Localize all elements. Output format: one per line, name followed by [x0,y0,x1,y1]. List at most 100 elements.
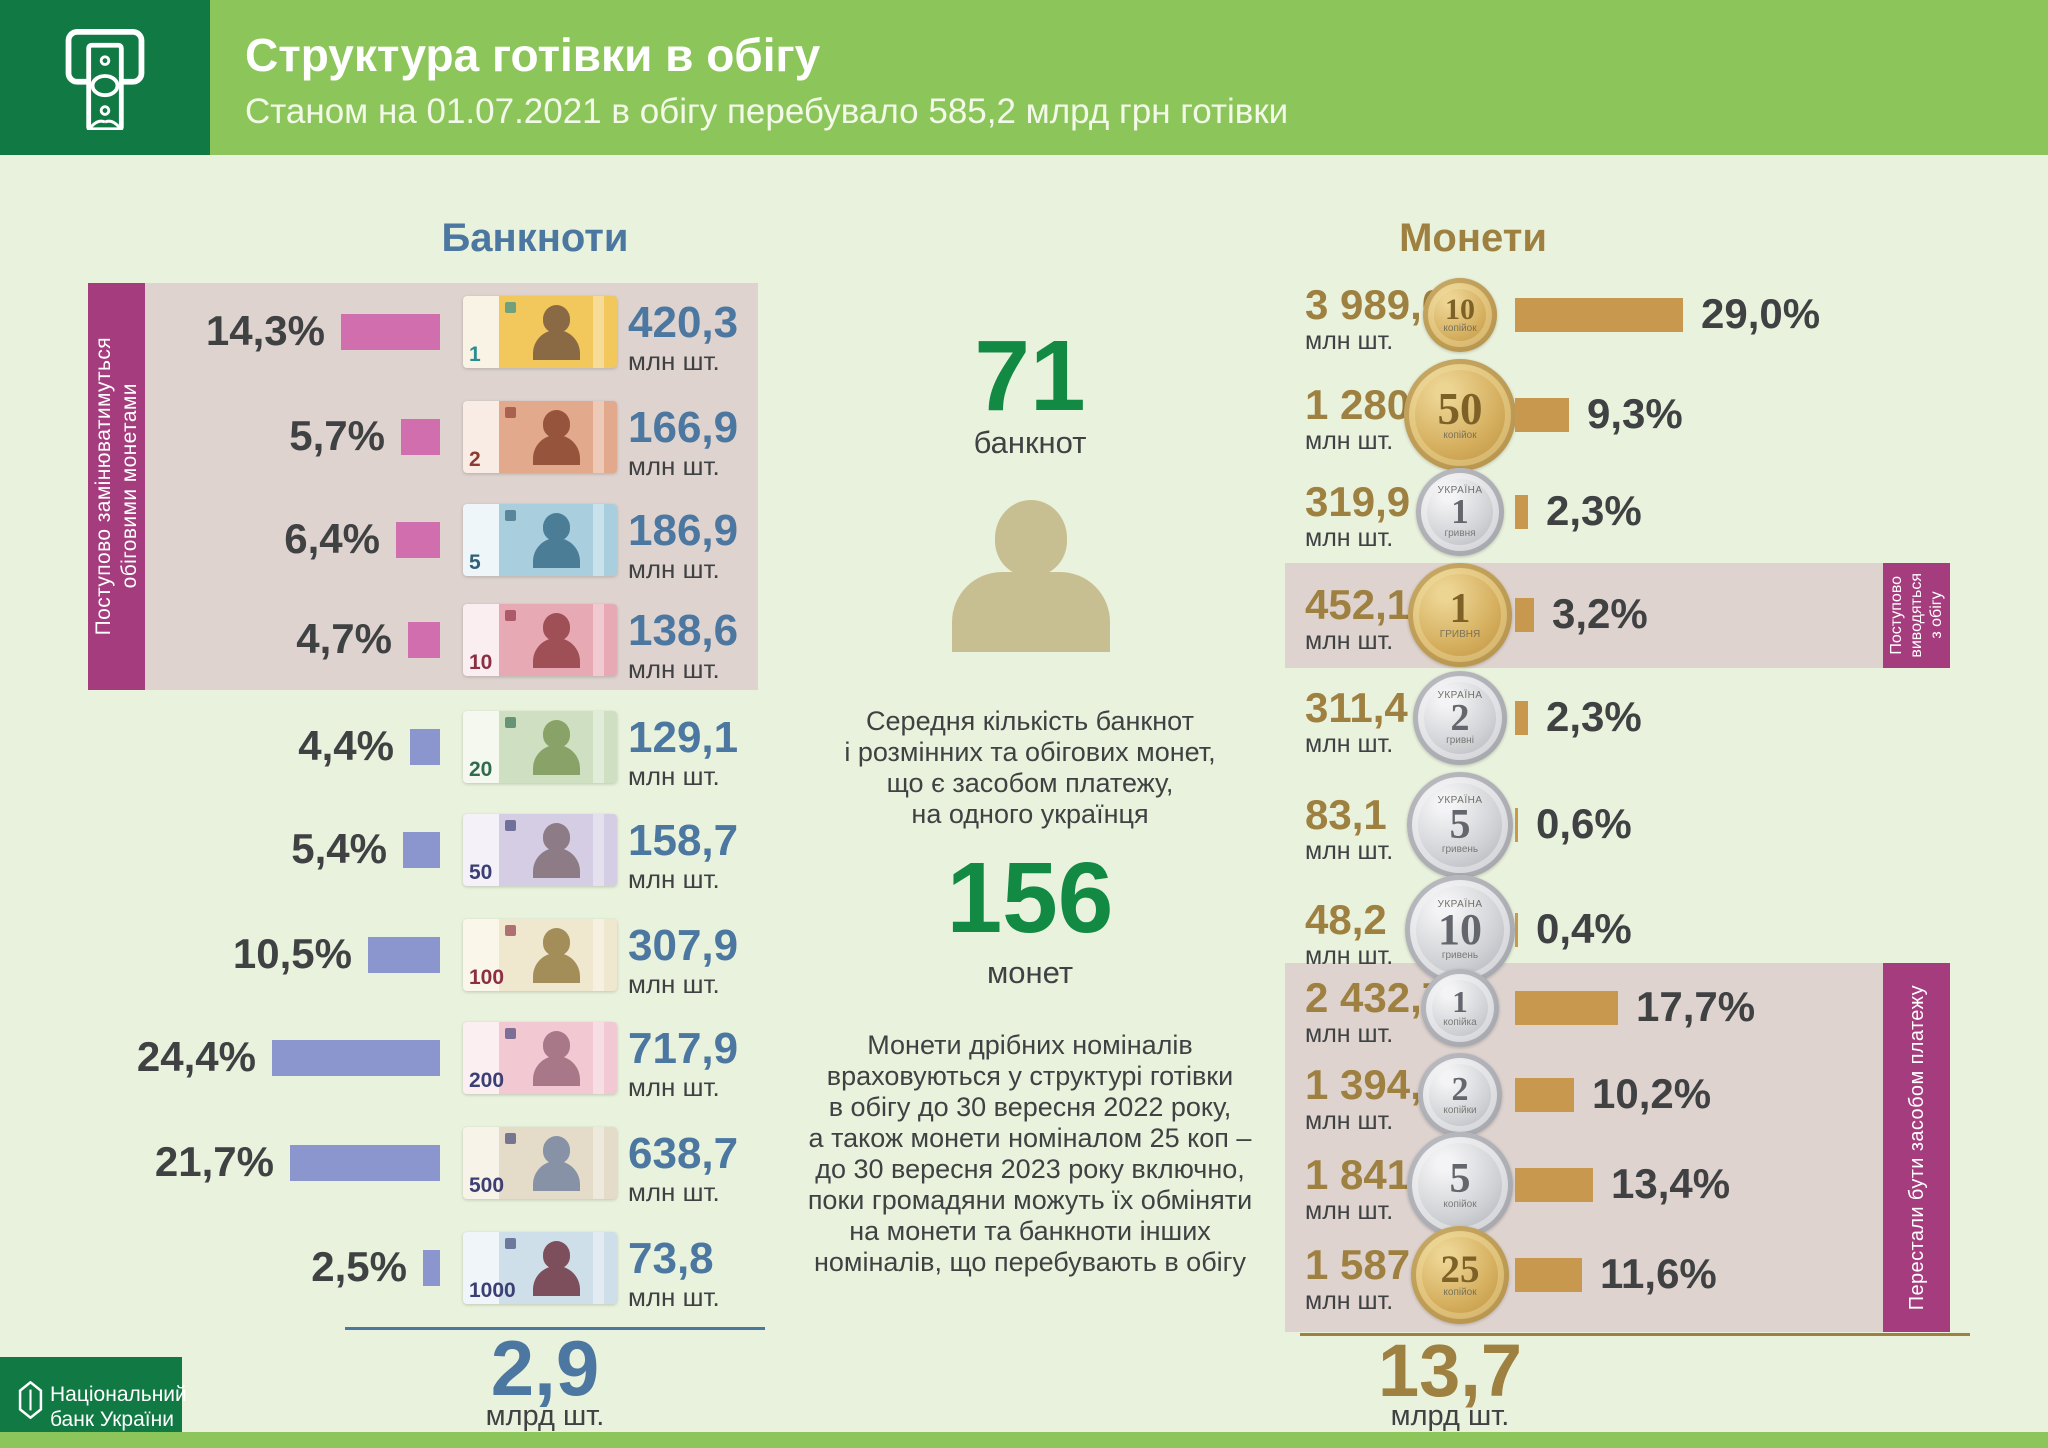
banknote-count-unit: млн шт. [628,451,720,481]
trident-emblem-icon [505,717,516,728]
banknote-share-bar [408,622,440,658]
banknotes-replace-tag: Поступово замінюватимуться обіговими моне… [88,283,145,690]
portrait-silhouette-head [543,928,570,956]
trident-emblem-icon [505,1133,516,1144]
coin-share-bar [1515,1168,1593,1202]
coin-denomination: 50 [1437,383,1483,434]
coins-nolegal-tag: Перестали бути засобом платежу [1883,963,1950,1332]
coin-share-bar [1515,991,1618,1025]
nbu-logo-icon [18,1381,43,1419]
banknote-percent-label: 6,4% [284,515,380,562]
footer-bank-name: Національний банк України [50,1383,187,1431]
coin-denomination: 10 [1438,904,1482,954]
coin-count-unit: млн шт. [1305,837,1394,865]
banknote-image-20: 20 [463,711,617,783]
banknote-denomination: 500 [469,1174,505,1197]
banknote-image-100: 100 [463,919,617,991]
banknote-image-5: 5 [463,504,617,576]
coin-share-bar [1515,398,1569,432]
banknote-side-band [593,604,604,676]
coin-denomination: 5 [1449,801,1471,848]
banknote-percent-label: 14,3% [205,307,325,354]
coin-unit-label: копійок [1443,1287,1477,1299]
coin-image-5-копійок: 5 копійок [1407,1132,1513,1238]
portrait-silhouette-head [543,1241,570,1269]
person-silhouette-body [952,572,1110,652]
coin-unit-label: гривні [1446,735,1474,747]
coin-count-unit: млн шт. [1305,427,1394,455]
trident-emblem-icon [505,1028,516,1039]
banknote-side-band [593,1232,604,1304]
coins-total-unit: млрд шт. [1390,1400,1510,1432]
coin-count-value: 311,4 [1305,684,1408,731]
coin-image-1-копійка: 1 копійка [1421,969,1499,1047]
banknote-image-10: 10 [463,604,617,676]
banknote-strip [463,1022,499,1094]
banknotes-replace-tag-text: Поступово замінюватимуться обіговими моне… [91,337,141,636]
banknote-count-value: 307,9 [628,921,739,970]
banknote-count-value: 129,1 [628,713,739,762]
coin-count-unit: млн шт. [1305,1107,1394,1135]
banknote-count-unit: млн шт. [628,969,720,999]
portrait-silhouette-torso [533,848,580,878]
banknote-share-bar [341,314,440,350]
coin-denomination: 2 [1451,1070,1469,1108]
coin-denomination: 10 [1445,292,1475,326]
coin-percent-label: 17,7% [1636,983,1756,1030]
coin-count-value: 48,2 [1305,896,1387,943]
coin-count-unit: млн шт. [1305,327,1394,355]
banknote-strip [463,814,499,886]
coin-share-bar [1515,1078,1574,1112]
banknote-share-bar [401,419,440,455]
coin-share-bar [1515,298,1683,332]
header-logo-square [0,0,210,155]
coin-percent-label: 2,3% [1546,693,1642,740]
coin-unit-label: копійок [1443,430,1477,442]
banknote-count-unit: млн шт. [628,554,720,584]
coins-nolegal-tag-text: Перестали бути засобом платежу [1905,984,1928,1311]
portrait-silhouette-head [543,1031,570,1059]
banknotes-total-value: 2,9 [490,1324,600,1412]
banknote-image-50: 50 [463,814,617,886]
coin-image-2-копійки: 2 копійки [1418,1053,1502,1137]
banknote-percent-label: 21,7% [154,1138,274,1185]
banknotes-section-title: Банкноти [441,216,629,260]
bottom-green-strip [0,1432,2048,1448]
banknote-strip [463,604,499,676]
coin-image-50-копійок: 50 копійок [1404,359,1516,471]
coin-unit-label: гривня [1444,528,1476,540]
coin-percent-label: 10,2% [1592,1070,1712,1117]
trident-emblem-icon [505,1238,516,1249]
coin-country-label: УКРАЇНА [1437,898,1483,910]
coin-country-label: УКРАЇНА [1437,484,1483,496]
coins-withdraw-tag: Поступово виводяться з обігу [1883,563,1950,668]
coin-image-25-копійок: 25 копійок [1411,1226,1509,1324]
coin-share-bar [1515,495,1528,529]
banknotes-total-line [345,1327,765,1330]
banknote-count-unit: млн шт. [628,1072,720,1102]
banknote-count-value: 73,8 [628,1234,714,1283]
banknote-side-band [593,504,604,576]
coin-unit-label: гривень [1441,950,1479,962]
coin-unit-label: копійка [1443,1016,1477,1028]
per-person-description: Середня кількість банкнот і розмінних та … [844,706,1216,829]
banknote-denomination: 1000 [469,1279,516,1302]
coin-percent-label: 0,6% [1536,800,1632,847]
coin-unit-label: копійки [1443,1105,1477,1117]
coins-withdraw-panel [1285,563,1950,668]
coin-count-value: 3 989,0 [1305,281,1446,328]
banknote-count-value: 138,6 [628,606,739,655]
banknote-image-2: 2 [463,401,617,473]
coin-percent-label: 9,3% [1587,390,1683,437]
banknote-denomination: 100 [469,966,505,989]
coins-section-title: Монети [1399,216,1547,260]
banknote-strip [463,711,499,783]
banknote-count-unit: млн шт. [628,346,720,376]
banknote-share-bar [396,522,440,558]
banknote-count-unit: млн шт. [628,1282,720,1312]
banknote-side-band [593,814,604,886]
banknote-side-band [593,296,604,368]
banknote-strip [463,504,499,576]
header-band [0,0,2048,155]
page-subtitle: Станом на 01.07.2021 в обігу перебувало … [245,92,1289,131]
